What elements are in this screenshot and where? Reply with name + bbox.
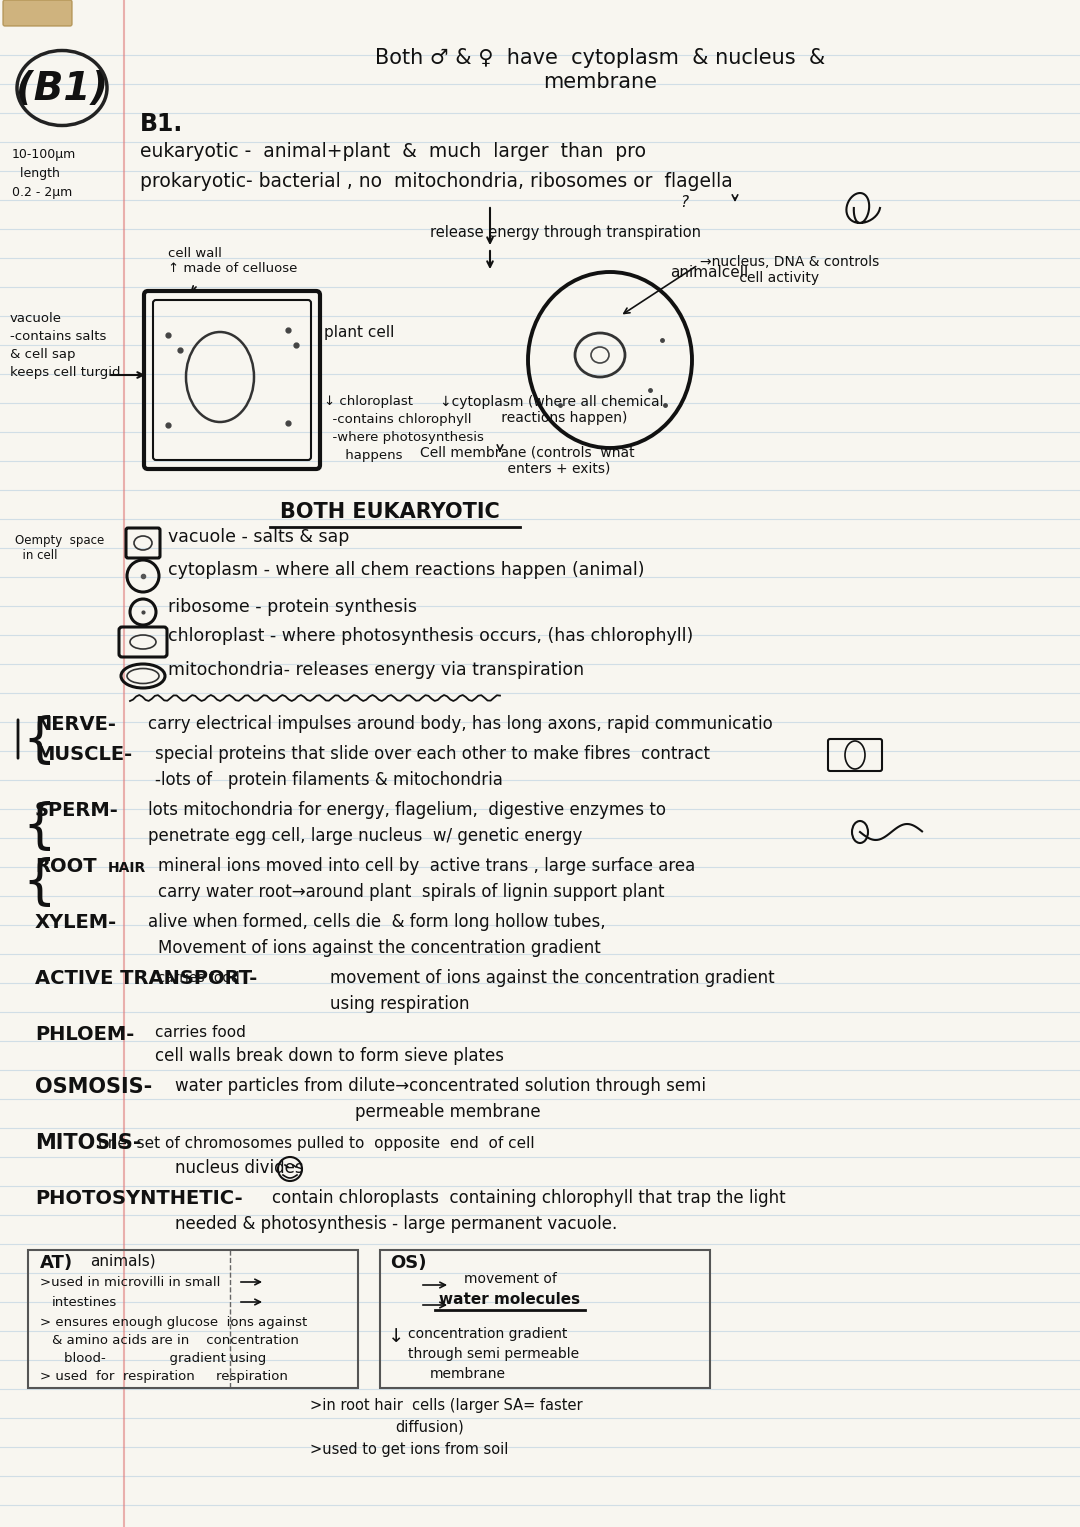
Text: >in root hair  cells (larger SA= faster: >in root hair cells (larger SA= faster	[310, 1399, 582, 1412]
Text: PHOTOSYNTHETIC-: PHOTOSYNTHETIC-	[35, 1190, 243, 1208]
Text: chloroplast - where photosynthesis occurs, (has chlorophyll): chloroplast - where photosynthesis occur…	[168, 628, 693, 644]
Text: OSMOSIS-: OSMOSIS-	[35, 1077, 152, 1096]
Text: HAIR: HAIR	[108, 861, 146, 875]
Text: intestines: intestines	[52, 1296, 118, 1309]
Text: ACTIVE TRANSPORT-: ACTIVE TRANSPORT-	[35, 970, 257, 988]
Text: > used  for  respiration     respiration: > used for respiration respiration	[40, 1370, 288, 1383]
Text: using respiration: using respiration	[330, 996, 470, 1012]
Text: concentration gradient: concentration gradient	[408, 1327, 567, 1341]
Text: 10-100μm
  length
0.2 - 2μm: 10-100μm length 0.2 - 2μm	[12, 148, 77, 199]
Text: water particles from dilute→concentrated solution through semi: water particles from dilute→concentrated…	[175, 1077, 706, 1095]
Text: (B1): (B1)	[16, 70, 108, 108]
Text: mineral ions moved into cell by  active trans , large surface area: mineral ions moved into cell by active t…	[158, 857, 696, 875]
Text: vacuole - salts & sap: vacuole - salts & sap	[168, 528, 349, 547]
Text: carry water root→around plant  spirals of lignin support plant: carry water root→around plant spirals of…	[158, 883, 664, 901]
Text: NERVE-: NERVE-	[35, 715, 116, 734]
Text: Cell membrane (controls  what
                    enters + exits): Cell membrane (controls what enters + ex…	[420, 444, 635, 475]
Text: -lots of   protein filaments & mitochondria: -lots of protein filaments & mitochondri…	[156, 771, 503, 789]
Text: cytoplasm - where all chem reactions happen (animal): cytoplasm - where all chem reactions hap…	[168, 560, 645, 579]
Text: penetrate egg cell, large nucleus  w/ genetic energy: penetrate egg cell, large nucleus w/ gen…	[148, 828, 582, 844]
Text: MUSCLE-: MUSCLE-	[35, 745, 132, 764]
Text: {: {	[22, 802, 56, 854]
Text: membrane: membrane	[430, 1367, 507, 1380]
Text: permeable membrane: permeable membrane	[355, 1102, 541, 1121]
Text: vacuole
-contains salts
& cell sap
keeps cell turgid: vacuole -contains salts & cell sap keeps…	[10, 312, 121, 379]
Text: Oempty  space
  in cell: Oempty space in cell	[15, 534, 105, 562]
Text: Both ♂ & ♀  have  cytoplasm  & nucleus  &: Both ♂ & ♀ have cytoplasm & nucleus &	[375, 47, 825, 69]
Text: release energy through transpiration: release energy through transpiration	[430, 224, 701, 240]
Text: membrane: membrane	[543, 72, 657, 92]
Text: →nucleus, DNA & controls
         cell activity: →nucleus, DNA & controls cell activity	[700, 255, 879, 286]
Text: animals): animals)	[90, 1254, 156, 1269]
Text: SPERM-: SPERM-	[35, 802, 119, 820]
Text: special proteins that slide over each other to make fibres  contract: special proteins that slide over each ot…	[156, 745, 710, 764]
Text: prokaryotic- bacterial , no  mitochondria, ribosomes or  flagella: prokaryotic- bacterial , no mitochondria…	[140, 173, 732, 191]
Text: {: {	[22, 857, 56, 909]
Text: mitochondria- releases energy via transpiration: mitochondria- releases energy via transp…	[168, 661, 584, 680]
Text: ↓ chloroplast
  -contains chlorophyll
  -where photosynthesis
     happens: ↓ chloroplast -contains chlorophyll -whe…	[324, 395, 484, 463]
Text: blood-               gradient using: blood- gradient using	[64, 1351, 267, 1365]
Text: ?: ?	[680, 195, 688, 211]
Text: carries food: carries food	[35, 971, 240, 985]
Text: cell walls break down to form sieve plates: cell walls break down to form sieve plat…	[156, 1048, 504, 1064]
Text: MITOSIS-: MITOSIS-	[35, 1133, 141, 1153]
Text: AT): AT)	[40, 1254, 73, 1272]
Text: ↓: ↓	[388, 1327, 404, 1345]
Text: lots mitochondria for energy, flagelium,  digestive enzymes to: lots mitochondria for energy, flagelium,…	[148, 802, 666, 818]
Text: & amino acids are in    concentration: & amino acids are in concentration	[52, 1335, 299, 1347]
Text: >used in microvilli in small: >used in microvilli in small	[40, 1277, 220, 1289]
FancyBboxPatch shape	[3, 0, 72, 26]
Text: carries food: carries food	[156, 1025, 246, 1040]
Text: OS): OS)	[390, 1254, 427, 1272]
Text: ribosome - protein synthesis: ribosome - protein synthesis	[168, 599, 417, 615]
Text: B1.: B1.	[140, 111, 184, 136]
Text: Movement of ions against the concentration gradient: Movement of ions against the concentrati…	[158, 939, 600, 957]
Text: > ensures enough glucose  ions against: > ensures enough glucose ions against	[40, 1316, 307, 1328]
Text: through semi permeable: through semi permeable	[408, 1347, 579, 1361]
Text: ROOT: ROOT	[35, 857, 96, 876]
Text: one  set of chromosomes pulled to  opposite  end  of cell: one set of chromosomes pulled to opposit…	[35, 1136, 535, 1151]
Text: nucleus divides: nucleus divides	[175, 1159, 303, 1177]
Text: needed & photosynthesis - large permanent vacuole.: needed & photosynthesis - large permanen…	[175, 1215, 618, 1232]
Text: animalcell: animalcell	[670, 266, 748, 279]
Text: >used to get ions from soil: >used to get ions from soil	[310, 1441, 509, 1457]
Text: carry electrical impulses around body, has long axons, rapid communicatio: carry electrical impulses around body, h…	[148, 715, 773, 733]
Text: movement of ions against the concentration gradient: movement of ions against the concentrati…	[330, 970, 774, 986]
Text: BOTH EUKARYOTIC: BOTH EUKARYOTIC	[280, 502, 500, 522]
Text: {: {	[22, 715, 56, 767]
Text: cell wall
↑ made of celluose: cell wall ↑ made of celluose	[168, 247, 297, 275]
Text: diffusion): diffusion)	[395, 1420, 463, 1435]
Text: plant cell: plant cell	[324, 325, 394, 341]
Text: PHLOEM-: PHLOEM-	[35, 1025, 134, 1044]
Text: eukaryotic -  animal+plant  &  much  larger  than  pro: eukaryotic - animal+plant & much larger …	[140, 142, 646, 160]
Text: XYLEM-: XYLEM-	[35, 913, 117, 931]
Text: movement of: movement of	[463, 1272, 556, 1286]
Text: ↓cytoplasm (where all chemical
              reactions happen): ↓cytoplasm (where all chemical reactions…	[440, 395, 663, 425]
Text: contain chloroplasts  containing chlorophyll that trap the light: contain chloroplasts containing chloroph…	[272, 1190, 785, 1206]
Text: water molecules: water molecules	[440, 1292, 581, 1307]
Text: alive when formed, cells die  & form long hollow tubes,: alive when formed, cells die & form long…	[148, 913, 606, 931]
